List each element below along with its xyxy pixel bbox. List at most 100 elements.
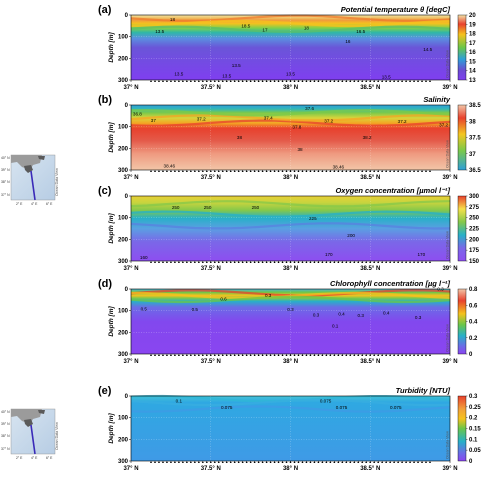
station-marker [361,354,364,356]
x-tick-label: 38° N [283,85,298,91]
station-marker [357,461,360,463]
station-marker [297,461,300,463]
station-marker [221,354,224,356]
station-marker [245,354,248,356]
contour-label: 0.5 [141,306,148,311]
station-marker [253,80,256,82]
odv-watermark: Ocean Data View [446,231,450,259]
y-tick-label: 200 [118,56,129,62]
station-marker [281,261,284,263]
contour-label: 250 [252,205,260,210]
station-marker [165,461,168,463]
station-marker [373,80,376,82]
map-lon-ticks: 2° E 4° E 6° E [16,456,53,460]
station-marker [273,461,276,463]
station-marker [285,80,288,82]
map-landmass [11,409,42,424]
odv-watermark: Ocean Data View [446,50,450,78]
station-marker [385,170,388,172]
station-marker [217,461,220,463]
station-marker [429,354,431,356]
contour-label: 18.5 [241,23,250,28]
station-marker [373,170,376,172]
station-marker [421,461,424,463]
station-marker [333,461,336,463]
station-marker [389,80,392,82]
station-marker [197,170,200,172]
station-marker [237,354,240,356]
station-marker [161,461,164,463]
station-marker [153,170,156,172]
map-lat-ticks: 40° N 39° N 38° N 37° N [1,410,10,451]
station-marker [185,461,188,463]
station-marker [365,461,368,463]
station-marker [173,261,176,263]
station-marker [245,261,248,263]
station-marker [233,80,236,82]
station-marker [413,354,416,356]
station-marker [197,261,200,263]
station-marker [425,80,428,82]
station-marker [341,170,344,172]
station-marker [217,80,220,82]
station-marker [197,354,200,356]
station-marker [385,80,388,82]
map-island [24,419,33,427]
station-marker [177,261,180,263]
station-marker [313,461,316,463]
station-marker [405,261,408,263]
station-marker [157,80,160,82]
station-marker [169,261,172,263]
station-marker [177,461,180,463]
station-marker [373,261,376,263]
station-marker [333,170,336,172]
station-marker [309,80,312,82]
station-marker [341,461,344,463]
contour-label: 13.5 [286,71,295,76]
station-marker [393,170,396,172]
station-marker [365,80,368,82]
contour-label: 250 [204,205,212,210]
x-tick-label: 38.5° N [360,175,380,181]
station-marker [401,170,404,172]
contour-label: 38 [237,135,243,140]
contour-label: 38.2 [363,135,372,140]
station-marker [269,461,272,463]
station-marker [425,170,428,172]
field-band [130,405,451,413]
contour-label: 0.3 [415,315,422,320]
station-marker [429,170,431,172]
x-tick-label: 39° N [442,359,457,365]
station-marker [157,354,160,356]
y-tick-label: 300 [118,459,129,465]
station-marker [181,170,184,172]
station-marker [217,170,220,172]
station-marker [357,170,360,172]
station-marker [337,354,340,356]
station-marker [177,170,180,172]
station-marker [281,80,284,82]
contour-label: 0.075 [390,405,402,410]
station-marker [273,354,276,356]
station-marker [393,80,396,82]
station-marker [225,170,228,172]
contour-label: 0.3 [287,307,294,312]
station-marker [325,170,328,172]
map-lon-tick: 4° E [31,202,38,206]
x-tick-label: 38° N [283,466,298,472]
odv-watermark: Ocean Data View [446,324,450,352]
y-tick-label: 0 [125,287,129,293]
station-marker [417,80,420,82]
station-marker [417,261,420,263]
station-marker [257,461,260,463]
y-tick-label: 100 [118,309,129,315]
x-tick-label: 37° N [123,359,138,365]
contour-label: 0.3 [357,313,364,318]
panel-title: Oxygen concentration [µmol l⁻¹] [335,186,450,195]
station-marker [345,80,348,82]
station-marker [213,80,216,82]
station-marker [293,261,296,263]
station-marker [185,170,188,172]
station-marker [217,261,220,263]
contour-label: 17 [262,27,268,32]
